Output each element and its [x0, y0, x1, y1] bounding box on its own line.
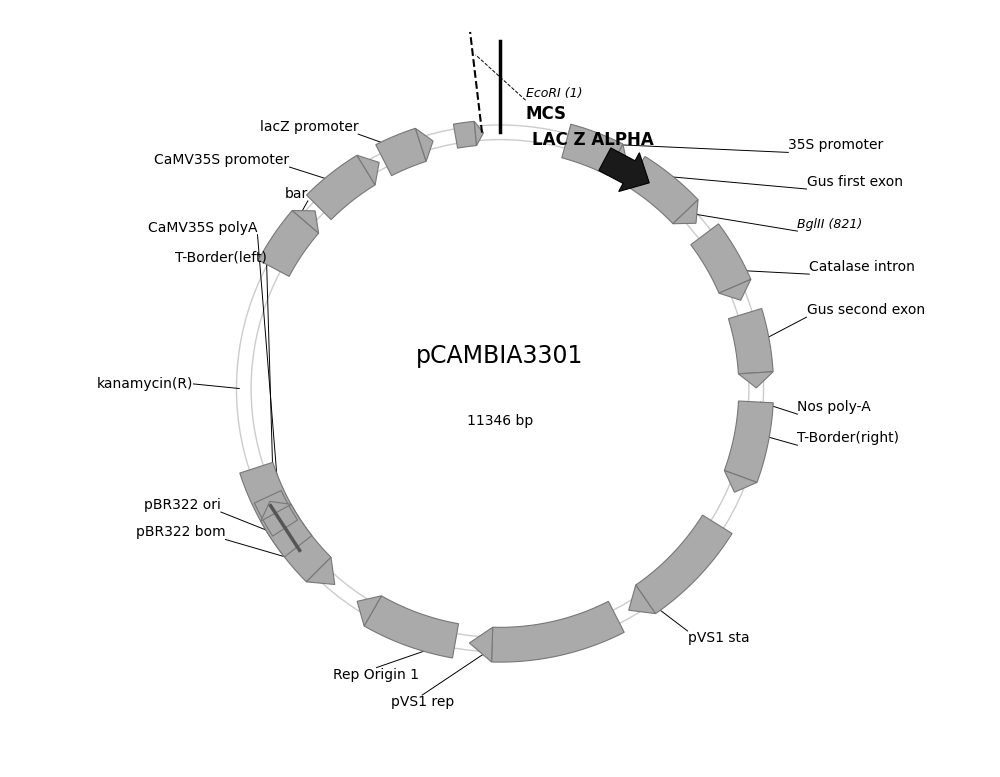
- Text: pBR322 ori: pBR322 ori: [144, 498, 221, 512]
- Text: lacZ promoter: lacZ promoter: [260, 120, 358, 134]
- FancyArrow shape: [599, 148, 649, 191]
- Text: bar: bar: [285, 187, 308, 201]
- Text: kanamycin(R): kanamycin(R): [97, 377, 193, 391]
- Polygon shape: [728, 308, 773, 374]
- Polygon shape: [306, 557, 335, 584]
- Polygon shape: [292, 211, 319, 233]
- Polygon shape: [376, 128, 426, 176]
- Text: LAC Z ALPHA: LAC Z ALPHA: [532, 131, 654, 148]
- Text: EcoRI (1): EcoRI (1): [526, 87, 582, 100]
- Polygon shape: [240, 462, 331, 582]
- Text: CaMV35S promoter: CaMV35S promoter: [154, 153, 290, 167]
- Text: BglII (821): BglII (821): [797, 218, 863, 231]
- Polygon shape: [364, 596, 459, 658]
- Text: T-Border(left): T-Border(left): [175, 251, 267, 265]
- Text: pVS1 sta: pVS1 sta: [688, 631, 749, 645]
- Text: Catalase intron: Catalase intron: [809, 260, 915, 274]
- Polygon shape: [469, 627, 493, 662]
- Polygon shape: [673, 200, 698, 224]
- Text: CaMV35S polyA: CaMV35S polyA: [148, 221, 258, 235]
- Polygon shape: [453, 121, 477, 148]
- Polygon shape: [724, 471, 757, 492]
- Text: Gus second exon: Gus second exon: [807, 303, 925, 317]
- Polygon shape: [307, 155, 375, 220]
- Polygon shape: [738, 371, 773, 388]
- Text: MCS: MCS: [526, 105, 567, 123]
- Text: pBR322 bom: pBR322 bom: [136, 525, 225, 539]
- Text: pVS1 rep: pVS1 rep: [391, 695, 454, 709]
- Polygon shape: [254, 490, 298, 536]
- Polygon shape: [415, 128, 433, 162]
- Text: Nos poly-A: Nos poly-A: [797, 400, 871, 414]
- Polygon shape: [691, 224, 751, 293]
- Text: T-Border(right): T-Border(right): [797, 431, 899, 445]
- Polygon shape: [357, 155, 379, 185]
- Polygon shape: [636, 515, 732, 614]
- Polygon shape: [629, 585, 655, 614]
- Text: Rep Origin 1: Rep Origin 1: [333, 667, 419, 681]
- Polygon shape: [261, 501, 291, 521]
- Polygon shape: [261, 504, 312, 557]
- Polygon shape: [607, 144, 628, 175]
- Polygon shape: [562, 124, 623, 175]
- Polygon shape: [357, 596, 381, 626]
- Polygon shape: [627, 156, 698, 224]
- Text: 11346 bp: 11346 bp: [467, 413, 533, 427]
- Text: pCAMBIA3301: pCAMBIA3301: [416, 344, 584, 368]
- Text: Gus first exon: Gus first exon: [807, 175, 903, 189]
- Text: 35S promoter: 35S promoter: [788, 138, 884, 152]
- Polygon shape: [724, 401, 773, 483]
- Polygon shape: [258, 211, 319, 277]
- Polygon shape: [492, 601, 624, 662]
- Polygon shape: [474, 121, 483, 145]
- Polygon shape: [719, 279, 751, 300]
